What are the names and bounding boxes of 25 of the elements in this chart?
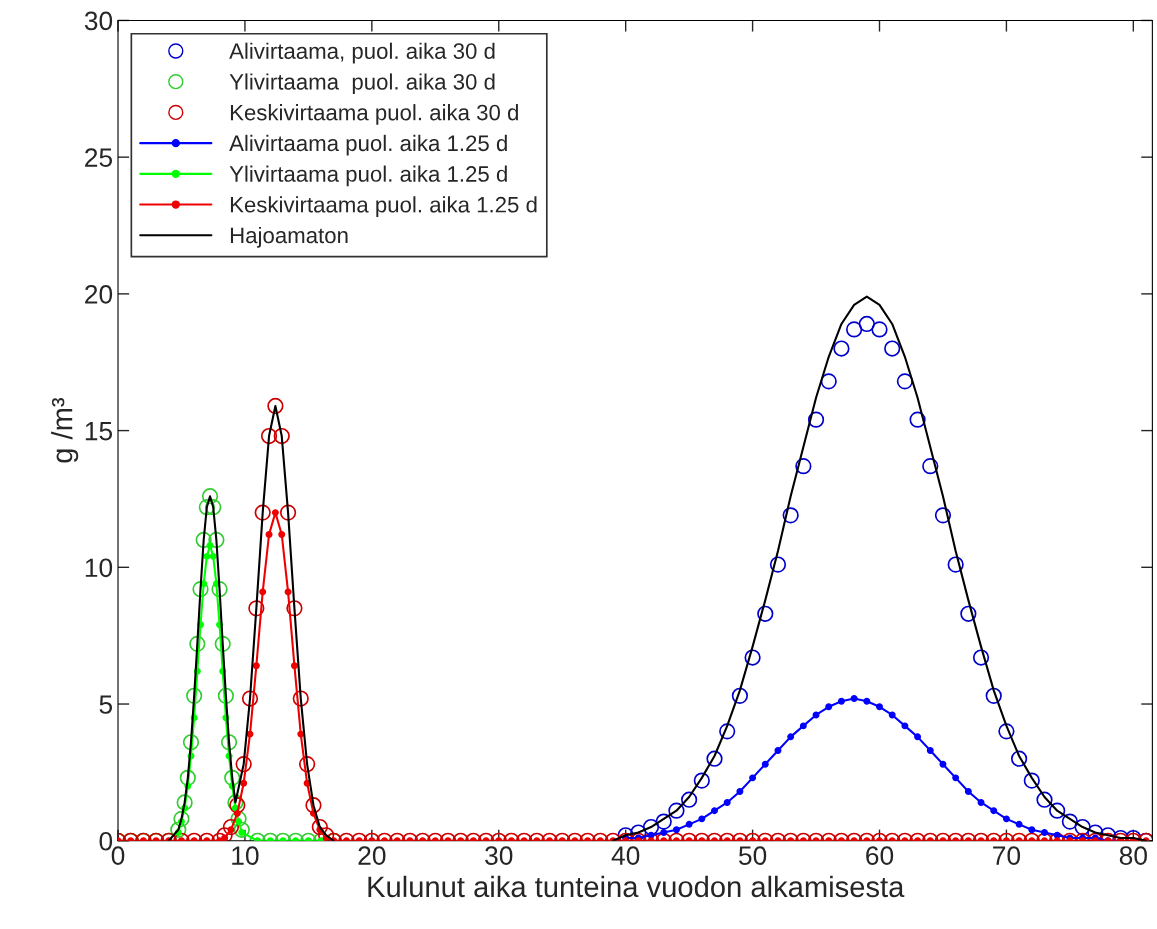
x-axis-title: Kulunut aika tunteina vuodon alkamisesta bbox=[368, 875, 905, 898]
y-tick-label: 5 bbox=[99, 695, 113, 714]
x-tick-label: 10 bbox=[232, 846, 259, 865]
y-tick-label: 20 bbox=[85, 285, 113, 304]
legend-label: Keskivirtaama puol. aika 30 d bbox=[230, 104, 518, 125]
x-tick-label: 20 bbox=[358, 846, 386, 865]
x-tick-label: 40 bbox=[611, 846, 640, 865]
y-tick-label: 10 bbox=[85, 558, 113, 578]
x-tick-label: 30 bbox=[485, 846, 513, 865]
x-tick-label: 80 bbox=[1119, 846, 1147, 865]
y-tick-label: 30 bbox=[84, 11, 113, 31]
x-tick-label: 50 bbox=[738, 846, 767, 865]
x-tick-label: 0 bbox=[111, 846, 125, 865]
legend-label: Ylivirtaama puol. aika 1.25 d bbox=[229, 165, 507, 187]
y-tick-label: 15 bbox=[85, 422, 113, 441]
y-tick-label: 25 bbox=[85, 148, 113, 167]
legend-label: Keskivirtaama puol. aika 1.25 d bbox=[230, 196, 537, 217]
x-tick-label: 60 bbox=[866, 846, 894, 865]
y-tick-label: 0 bbox=[99, 831, 113, 851]
legend-label: Alivirtaama, puol. aika 30 d bbox=[229, 42, 495, 64]
y-axis-title: g /m³ bbox=[51, 397, 79, 463]
legend-label: Hajoamaton bbox=[230, 226, 348, 248]
legend-label: Ylivirtaama puol. aika 30 d bbox=[229, 73, 495, 95]
x-tick-label: 70 bbox=[993, 846, 1021, 865]
legend-label: Alivirtaama puol. aika 1.25 d bbox=[229, 134, 507, 156]
